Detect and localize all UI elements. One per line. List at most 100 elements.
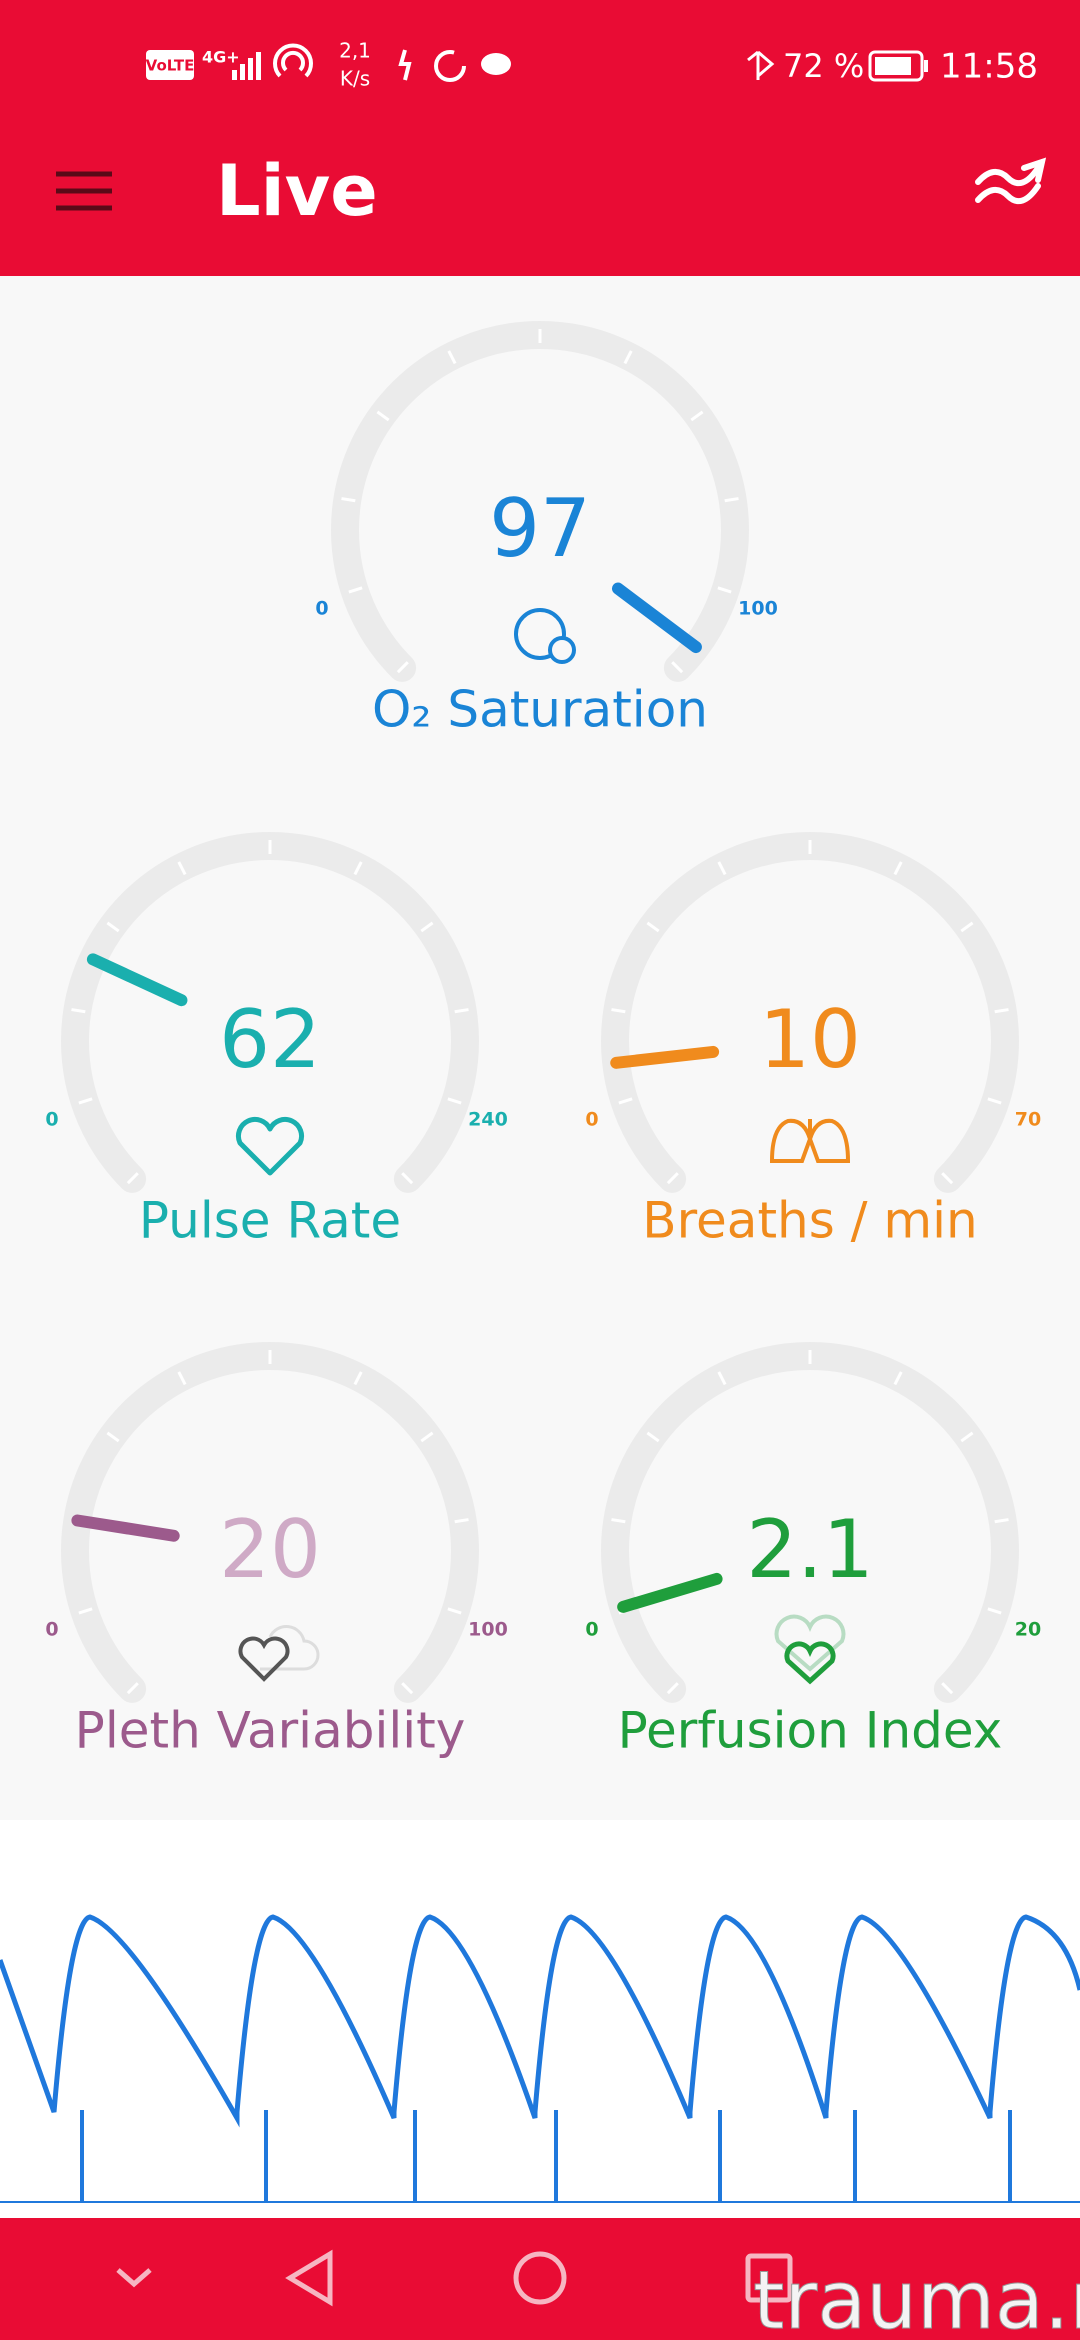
gauge-notch (611, 1518, 626, 1524)
gauge-max: 240 (468, 1109, 508, 1131)
trend-button[interactable] (975, 157, 1047, 205)
gauge-needle (86, 953, 188, 1007)
gauge-notch (353, 1371, 363, 1386)
gauge-notch (994, 1518, 1009, 1524)
network-label: VoLTE (146, 57, 195, 75)
gauge-notch (353, 861, 363, 876)
gauge-label: Perfusion Index (618, 1702, 1003, 1760)
gauge-notch (447, 1607, 462, 1615)
gauge-value: 62 (219, 993, 321, 1086)
gauge: 20 0 100 Pleth Variability (45, 1342, 508, 1760)
pleth-waveform (0, 1914, 1080, 2203)
gauge-max: 20 (1015, 1619, 1041, 1641)
gauge-min: 0 (315, 598, 328, 620)
gauge-notch (717, 586, 732, 594)
gauge-notch (893, 1371, 903, 1386)
clock: 11:58 (940, 47, 1038, 87)
gauge-notch (717, 1371, 727, 1386)
gauge-max: 100 (738, 598, 778, 620)
menu-button[interactable] (56, 171, 112, 211)
nav-back-button[interactable] (285, 2249, 333, 2307)
gauge-notch (420, 1431, 434, 1443)
gauge-notch (401, 1172, 414, 1185)
gauge-min: 0 (45, 1109, 58, 1131)
battery-label: 72 % (783, 47, 864, 85)
gauge-notch (960, 1431, 974, 1443)
nav-recents-button[interactable] (745, 2253, 793, 2303)
sync-icon (434, 50, 466, 82)
gauge-notch (401, 1682, 414, 1695)
heart-icon (235, 1116, 305, 1176)
gauge-notch (994, 1008, 1009, 1014)
gauge-label: Pulse Rate (139, 1192, 401, 1250)
gauge-notch (376, 410, 390, 422)
gauge-notch (941, 1172, 954, 1185)
volte-badge (146, 50, 194, 80)
gauge-notch (666, 1172, 679, 1185)
gauge-notch (78, 1097, 93, 1105)
o2-icon (514, 608, 566, 660)
gauge: 97 0 100 O₂ Saturation (315, 321, 778, 739)
gauge-notch (671, 661, 684, 674)
speed-unit: K/s (340, 67, 370, 91)
hearts-icon-back (774, 1614, 846, 1672)
gauge-min: 0 (585, 1619, 598, 1641)
hotspot-icon (273, 43, 313, 78)
gauge-notch (960, 921, 974, 933)
nav-home-button[interactable] (513, 2251, 567, 2305)
gauge-needle (71, 1514, 180, 1542)
speed-value: 2,1 (339, 39, 371, 63)
gauge-notch (611, 1008, 626, 1014)
gauge-notch (690, 410, 704, 422)
gauge-needle (617, 1572, 723, 1613)
gauge-needle (610, 1045, 720, 1069)
app-title: Live (216, 150, 378, 232)
gauge-notch (348, 586, 363, 594)
gauge-notch (177, 1371, 187, 1386)
gauge-notch (420, 921, 434, 933)
gauge-max: 70 (1015, 1109, 1041, 1131)
app-icon (398, 49, 412, 81)
gauge-notch (646, 1431, 660, 1443)
gauge-notch (447, 1097, 462, 1105)
signal-label: 4G+ (202, 48, 240, 67)
gauge-notch (623, 350, 633, 365)
gauge-notch (341, 497, 356, 503)
gauge-notch (893, 861, 903, 876)
signal-icon (232, 52, 261, 80)
gauge-notch (71, 1008, 86, 1014)
chat-icon (481, 53, 511, 75)
o2-icon-sub (548, 636, 576, 664)
gauge-label: Pleth Variability (75, 1702, 466, 1760)
gauge-max: 100 (468, 1619, 508, 1641)
lungs-icon (769, 1118, 851, 1163)
gauge-notch (106, 1431, 120, 1443)
nav-bar (0, 2218, 1080, 2340)
gauge-notch (666, 1682, 679, 1695)
gauge-value: 97 (489, 482, 591, 575)
bluetooth-icon (747, 50, 775, 80)
gauge-value: 20 (219, 1503, 321, 1596)
gauge-label: Breaths / min (642, 1192, 977, 1250)
app-header (0, 0, 1080, 276)
gauge-notch (177, 861, 187, 876)
battery-level (875, 57, 911, 75)
heart-icon (784, 1641, 836, 1685)
hearts-icon (238, 1636, 290, 1682)
gauge-min: 0 (45, 1619, 58, 1641)
gauge: 2.1 0 20 Perfusion Index (585, 1342, 1041, 1760)
gauge-notch (126, 1682, 139, 1695)
gauge-notch (447, 350, 457, 365)
gauge-notch (646, 921, 660, 933)
gauge-label: O₂ Saturation (372, 681, 708, 739)
gauge-notch (454, 1518, 469, 1524)
gauge-value: 10 (759, 993, 861, 1086)
gauge-notch (717, 861, 727, 876)
battery-icon (868, 50, 924, 82)
nav-hide-button[interactable] (116, 2268, 152, 2288)
gauge-notch (618, 1097, 633, 1105)
gauge-value: 2.1 (746, 1503, 873, 1596)
gauge-notch (106, 921, 120, 933)
gauge-panel (0, 276, 1080, 1820)
